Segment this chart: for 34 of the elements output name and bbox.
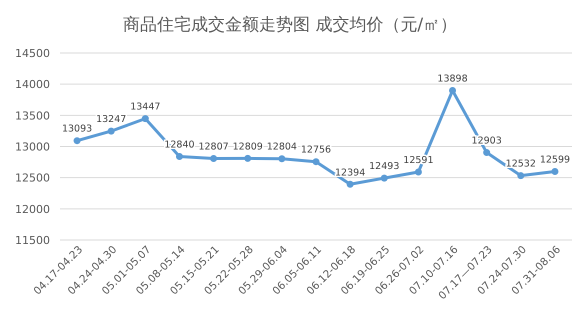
- y-tick-label: 11500: [15, 234, 50, 247]
- data-label: 12532: [506, 158, 536, 170]
- data-label: 12493: [369, 161, 400, 172]
- y-tick-label: 13500: [15, 109, 50, 122]
- point: [244, 154, 252, 162]
- data-label: 13898: [437, 74, 468, 85]
- point: [74, 137, 81, 144]
- point: [414, 168, 422, 176]
- data-label: 12756: [300, 144, 332, 156]
- y-tick-label: 12000: [15, 202, 50, 216]
- data-label: 13093: [62, 124, 92, 135]
- point: [142, 115, 149, 122]
- data-label: 13447: [130, 102, 160, 113]
- data-label: 12809: [232, 141, 263, 152]
- data-label: 12807: [198, 142, 229, 153]
- point: [176, 152, 183, 160]
- point: [483, 149, 490, 156]
- y-tick-label: 14000: [15, 78, 50, 92]
- point: [551, 168, 558, 175]
- y-tick-label: 14500: [15, 47, 50, 60]
- point: [278, 155, 286, 162]
- data-label: 13247: [96, 114, 126, 126]
- point: [380, 174, 388, 182]
- chart-title: 商品住宅成交金额走势图 成交均价（元/㎡）: [122, 15, 458, 35]
- point: [346, 180, 354, 188]
- data-label: 12394: [335, 167, 366, 178]
- point: [312, 158, 320, 166]
- data-label: 12599: [540, 154, 570, 166]
- point: [517, 172, 524, 180]
- y-tick-label: 12500: [15, 172, 50, 185]
- y-tick-label: 13000: [15, 140, 50, 154]
- point: [210, 155, 218, 162]
- data-label: 12804: [266, 142, 297, 153]
- point: [108, 128, 115, 135]
